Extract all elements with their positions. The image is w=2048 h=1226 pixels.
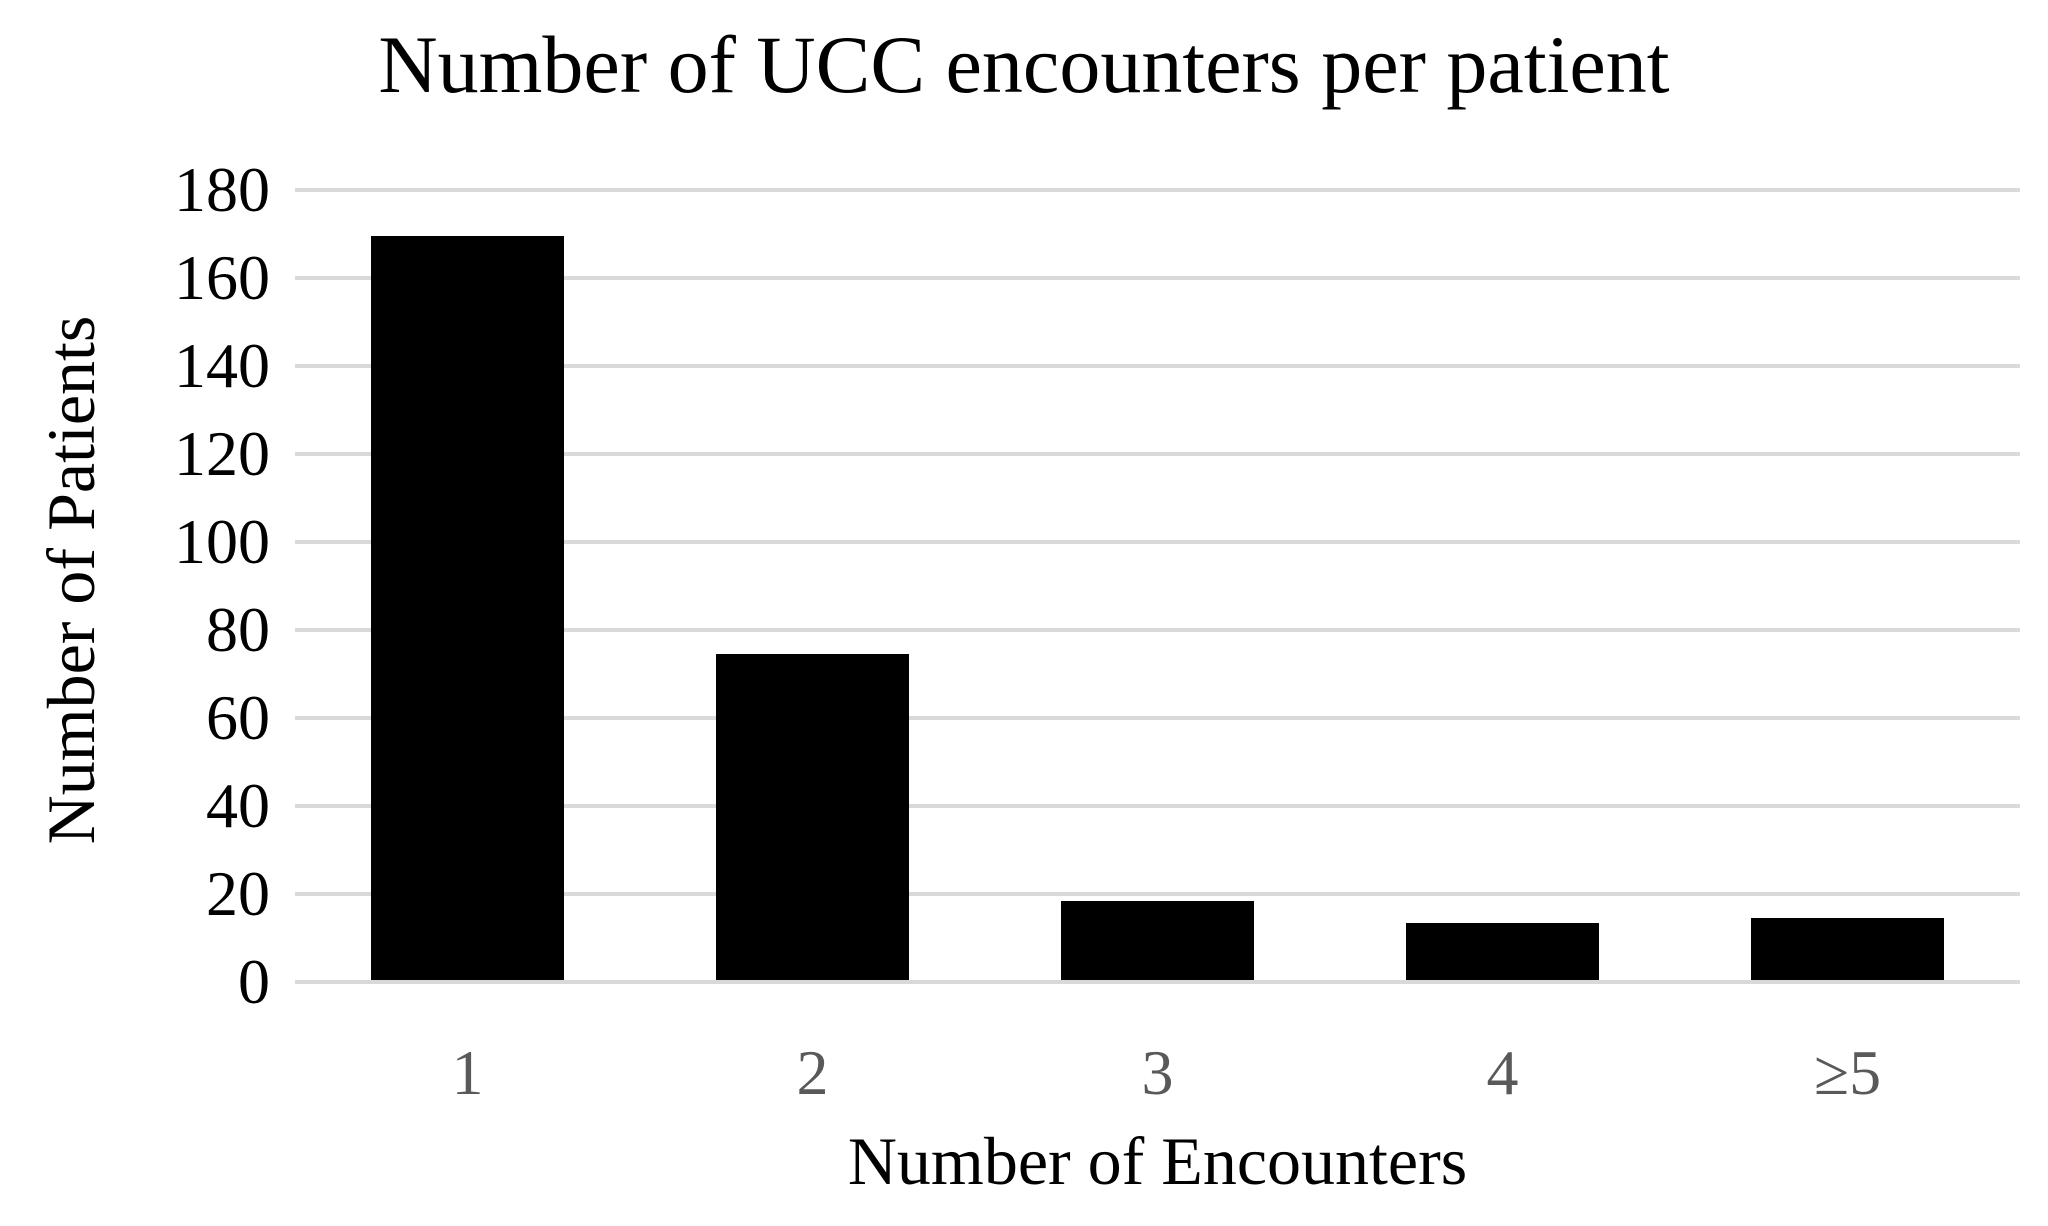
chart-title: Number of UCC encounters per patient [378,19,1670,110]
bar-≥5 [1750,918,1945,980]
y-tick-label-140: 140 [174,330,270,401]
y-tick-label-40: 40 [206,770,270,841]
x-tick-label-4: 4 [1486,1037,1519,1108]
y-tick-label-0: 0 [238,946,270,1017]
y-tick-label-160: 160 [174,242,270,313]
bar-slot-1 [295,190,640,982]
y-tick-label-20: 20 [206,858,270,929]
x-axis-title: Number of Encounters [847,1123,1468,1199]
gridline-y-100 [295,540,2020,544]
gridline-y-80 [295,628,2020,632]
y-tick-label-120: 120 [174,418,270,489]
x-tick-label-≥5: ≥5 [1813,1037,1882,1108]
bar-3 [1060,900,1255,980]
bar-slot-3 [985,190,1330,982]
bar-4 [1405,922,1600,980]
bar-slot-2 [640,190,985,982]
gridline-y-180 [295,188,2020,192]
plot-area [295,188,2020,984]
gridline-y-60 [295,716,2020,720]
bar-slot-≥5 [1675,190,2020,982]
gridline-y-120 [295,452,2020,456]
y-tick-label-60: 60 [206,682,270,753]
x-tick-label-3: 3 [1141,1037,1174,1108]
x-tick-label-1: 1 [451,1037,484,1108]
gridline-y-0 [295,980,2020,984]
y-tick-label-80: 80 [206,594,270,665]
gridline-y-20 [295,892,2020,896]
bar-slot-4 [1330,190,1675,982]
bar-2 [715,654,910,980]
gridline-y-40 [295,804,2020,808]
x-tick-label-2: 2 [796,1037,829,1108]
y-tick-label-180: 180 [174,154,270,225]
gridline-y-160 [295,276,2020,280]
gridline-y-140 [295,364,2020,368]
bar-1 [370,236,565,980]
y-tick-label-100: 100 [174,506,270,577]
